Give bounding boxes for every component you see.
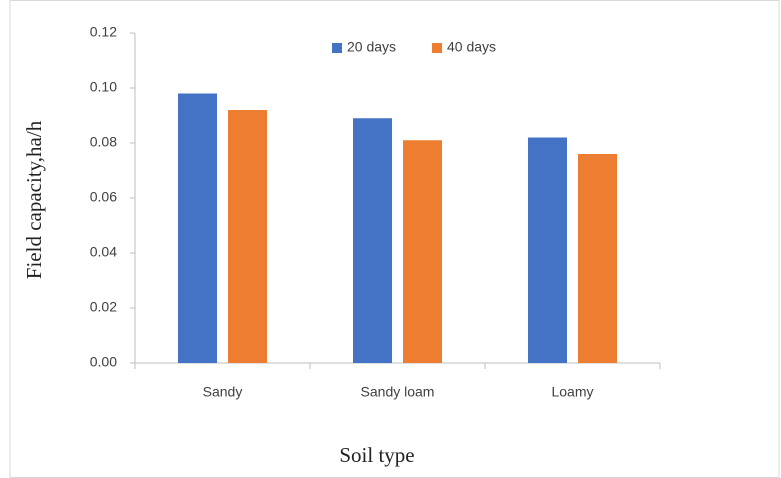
bar — [528, 137, 567, 363]
x-axis-label: Soil type — [339, 443, 414, 467]
y-tick-label: 0.02 — [90, 299, 117, 315]
bar — [178, 93, 217, 363]
y-axis-label: Field capacity,ha/h — [22, 120, 46, 279]
legend-swatch — [332, 43, 342, 53]
x-tick-label: Sandy — [203, 384, 243, 400]
legend-label: 40 days — [447, 39, 496, 55]
bar — [403, 140, 442, 363]
bar — [578, 154, 617, 363]
x-tick-label: Sandy loam — [361, 384, 435, 400]
legend-swatch — [432, 43, 442, 53]
x-tick-label: Loamy — [551, 384, 593, 400]
legend-label: 20 days — [347, 39, 396, 55]
bar — [353, 118, 392, 363]
chart-border — [9, 0, 780, 478]
y-tick-label: 0.04 — [90, 244, 117, 260]
y-tick-label: 0.06 — [90, 189, 117, 205]
bar — [228, 110, 267, 363]
y-tick-label: 0.08 — [90, 134, 117, 150]
y-tick-label: 0.10 — [90, 79, 117, 95]
y-tick-label: 0.12 — [90, 24, 117, 40]
y-tick-label: 0.00 — [90, 354, 117, 370]
